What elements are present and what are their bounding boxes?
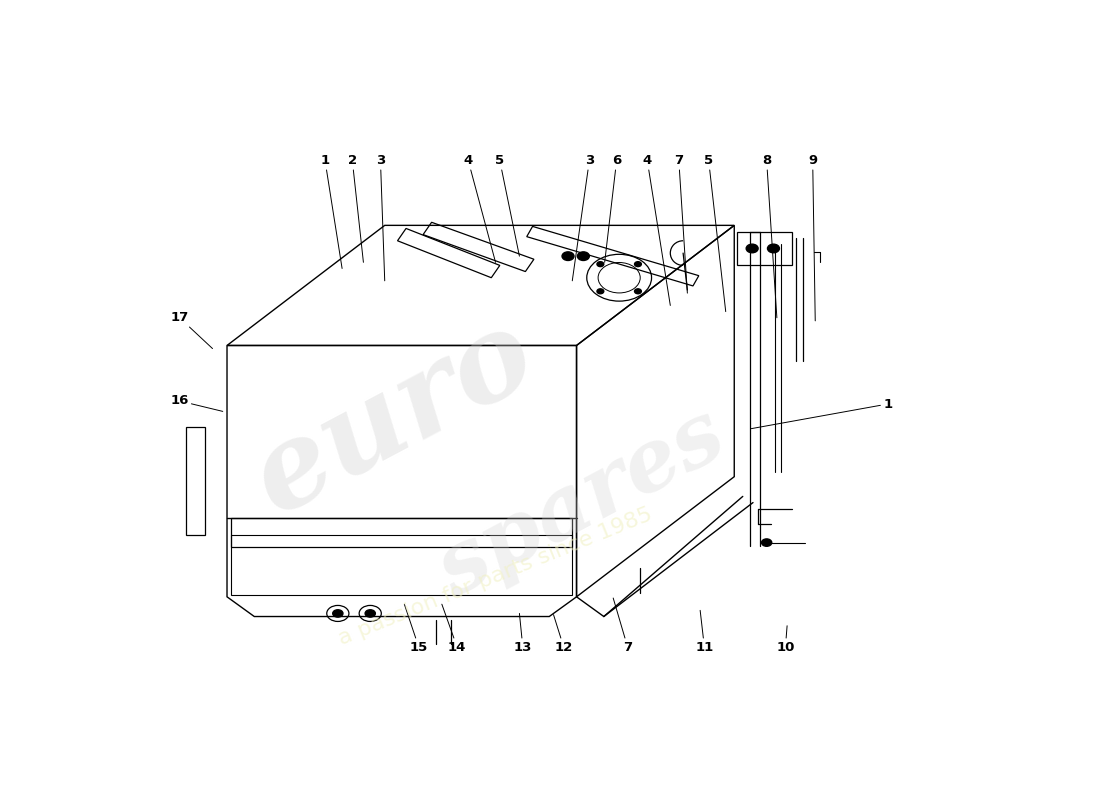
Bar (186, 426, 205, 535)
Text: 2: 2 (348, 154, 363, 262)
Circle shape (761, 539, 772, 546)
Circle shape (365, 610, 375, 617)
Text: 6: 6 (605, 154, 621, 262)
Text: 5: 5 (495, 154, 519, 256)
Text: 13: 13 (514, 614, 532, 654)
Text: 8: 8 (762, 154, 777, 318)
Text: 14: 14 (442, 604, 466, 654)
Circle shape (597, 262, 604, 266)
Text: 7: 7 (674, 154, 688, 293)
Text: 12: 12 (553, 614, 573, 654)
Text: 9: 9 (808, 154, 817, 321)
Text: 10: 10 (777, 626, 794, 654)
Circle shape (768, 244, 780, 253)
Bar (231, 518, 572, 547)
Text: spares: spares (424, 392, 738, 613)
Text: 16: 16 (170, 394, 222, 411)
Text: 1: 1 (320, 154, 342, 269)
Text: euro: euro (233, 294, 553, 538)
Circle shape (562, 252, 574, 261)
Circle shape (332, 610, 343, 617)
Text: 1: 1 (751, 398, 892, 429)
Text: 15: 15 (405, 604, 428, 654)
Circle shape (635, 289, 641, 294)
Bar (231, 535, 572, 595)
Text: 11: 11 (695, 610, 714, 654)
Circle shape (635, 262, 641, 266)
Text: 4: 4 (463, 154, 495, 262)
Text: 17: 17 (170, 311, 212, 349)
Text: 4: 4 (642, 154, 670, 306)
Circle shape (746, 244, 758, 253)
Text: 7: 7 (613, 598, 632, 654)
Text: a passion for parts since 1985: a passion for parts since 1985 (336, 504, 656, 649)
Text: 5: 5 (704, 154, 726, 311)
Circle shape (578, 252, 590, 261)
Circle shape (597, 289, 604, 294)
Bar (737, 231, 792, 266)
Text: 3: 3 (572, 154, 594, 281)
Text: 3: 3 (376, 154, 385, 281)
